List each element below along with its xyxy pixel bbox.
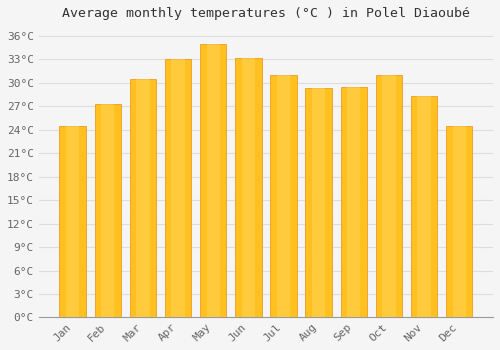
- Bar: [206, 44, 220, 317]
- Bar: [347, 87, 360, 317]
- Bar: [200, 44, 226, 317]
- Bar: [270, 75, 296, 317]
- Bar: [306, 88, 332, 317]
- Bar: [376, 75, 402, 317]
- Bar: [165, 60, 191, 317]
- Bar: [235, 58, 262, 317]
- Bar: [136, 79, 149, 317]
- Bar: [172, 60, 184, 317]
- Bar: [418, 96, 430, 317]
- Bar: [242, 58, 255, 317]
- Bar: [130, 79, 156, 317]
- Bar: [411, 96, 438, 317]
- Bar: [312, 88, 325, 317]
- Bar: [94, 104, 121, 317]
- Bar: [101, 104, 114, 317]
- Bar: [446, 126, 472, 317]
- Bar: [60, 126, 86, 317]
- Bar: [66, 126, 79, 317]
- Bar: [382, 75, 396, 317]
- Bar: [452, 126, 466, 317]
- Bar: [340, 87, 367, 317]
- Title: Average monthly temperatures (°C ) in Polel Diaoubé: Average monthly temperatures (°C ) in Po…: [62, 7, 470, 20]
- Bar: [277, 75, 290, 317]
